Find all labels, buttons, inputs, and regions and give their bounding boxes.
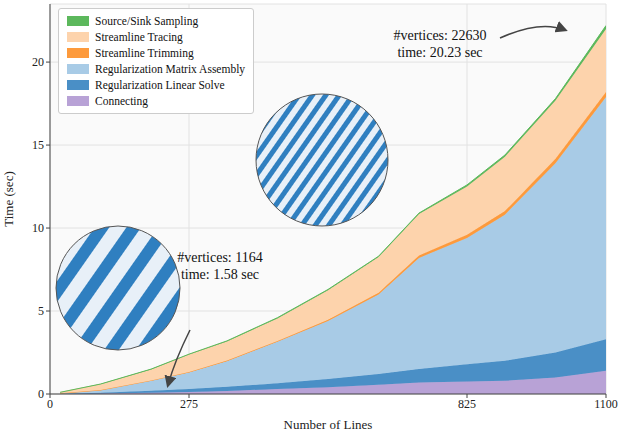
html-text:Source/Sink Sampling: Source/Sink Sampling [95,15,199,27]
svg-text:Time (sec): Time (sec) [1,171,16,227]
html-text:Streamline Tracing: Streamline Tracing [95,31,183,43]
svg-text:275: 275 [180,397,198,411]
svg-text:15: 15 [32,138,44,152]
html-text:Connecting: Connecting [95,95,148,107]
svg-text:time: 20.23 sec: time: 20.23 sec [397,45,482,60]
svg-text:10: 10 [32,221,44,235]
svg-text:time: 1.58 sec: time: 1.58 sec [181,267,259,282]
svg-text:5: 5 [38,304,44,318]
svg-text:0: 0 [47,397,53,411]
svg-text:0: 0 [38,387,44,401]
svg-text:825: 825 [458,397,476,411]
svg-text:1100: 1100 [594,397,618,411]
html-text:Regularization Matrix Assembly: Regularization Matrix Assembly [95,63,246,75]
svg-text:Number of Lines: Number of Lines [284,417,373,432]
svg-text:#vertices: 22630: #vertices: 22630 [394,28,487,43]
svg-text:20: 20 [32,55,44,69]
html-text:Regularization Linear Solve: Regularization Linear Solve [95,79,225,91]
html-text:Streamline Trimming: Streamline Trimming [95,47,194,59]
svg-text:#vertices: 1164: #vertices: 1164 [177,250,262,265]
